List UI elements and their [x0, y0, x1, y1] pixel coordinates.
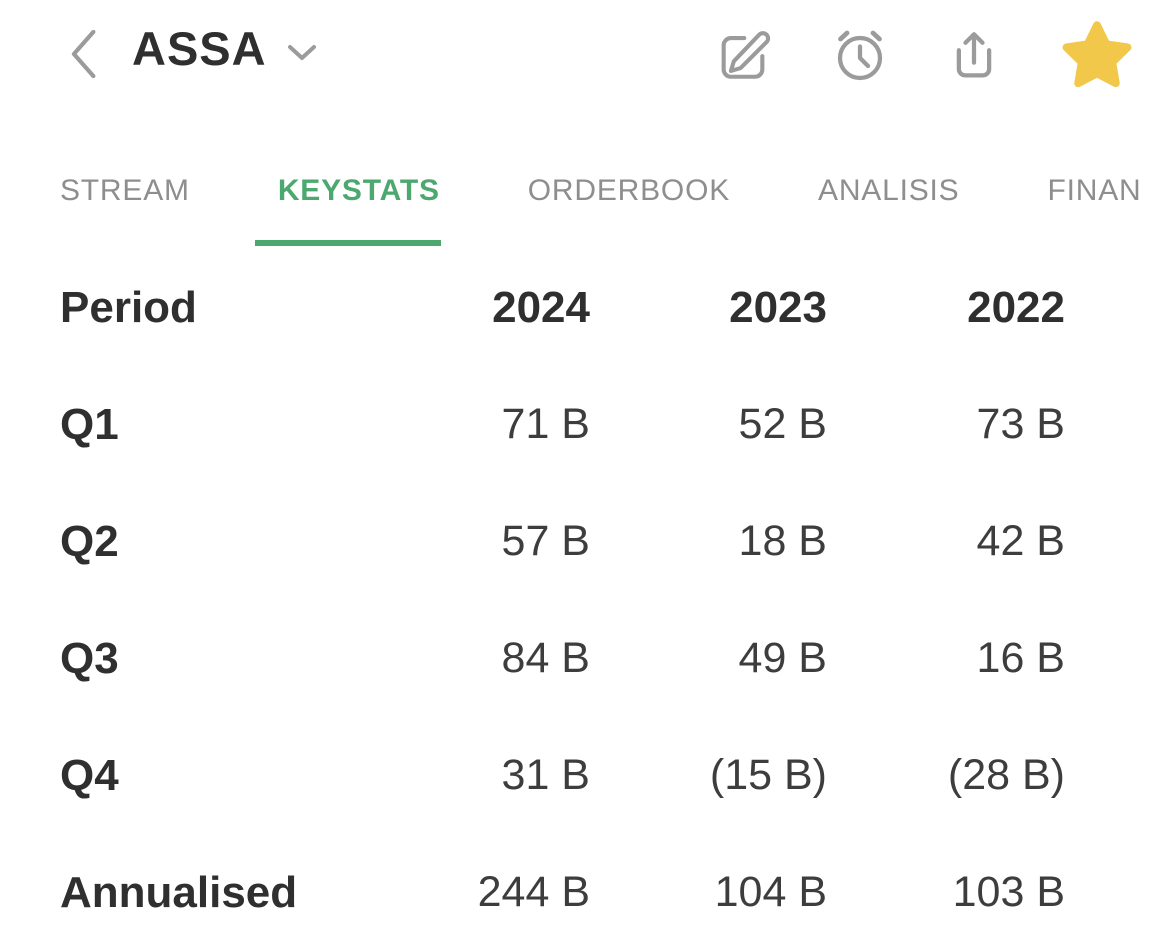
tab-orderbook[interactable]: ORDERBOOK	[528, 173, 730, 246]
cell-value: 73 B	[976, 400, 1065, 448]
row-label: Annualised	[60, 867, 298, 917]
column-header-2024: 2024	[492, 282, 590, 332]
tab-analisis[interactable]: ANALISIS	[818, 173, 959, 246]
cell-value: 18 B	[738, 517, 827, 565]
cell-value: 71 B	[501, 400, 590, 448]
tab-bar: STREAM KEYSTATS ORDERBOOK ANALISIS FINAN	[60, 173, 1170, 246]
header: ASSA	[0, 0, 1170, 120]
cell-value: 103 B	[952, 868, 1065, 916]
cell-value: 244 B	[477, 868, 590, 916]
cell-value: 16 B	[976, 634, 1065, 682]
share-button[interactable]	[948, 26, 1000, 84]
share-icon	[956, 32, 992, 78]
ticker-selector[interactable]: ASSA	[132, 16, 317, 82]
favorite-button[interactable]	[1058, 16, 1136, 94]
table-row: Q2 57 B 18 B 42 B	[60, 483, 1065, 600]
edit-compose-icon	[721, 31, 771, 79]
table-header-row: Period 2024 2023 2022	[60, 249, 1065, 366]
tab-keystats[interactable]: KEYSTATS	[254, 173, 441, 246]
keystats-table: Period 2024 2023 2022 Q1 71 B 52 B 73 B …	[60, 249, 1065, 951]
page-title: ASSA	[132, 22, 267, 75]
tab-stream[interactable]: STREAM	[60, 173, 190, 246]
tab-financial[interactable]: FINAN	[1047, 173, 1141, 246]
column-header-2023: 2023	[729, 282, 827, 332]
edit-button[interactable]	[714, 26, 772, 84]
table-row: Q4 31 B (15 B) (28 B)	[60, 717, 1065, 834]
row-label: Q3	[60, 633, 119, 683]
back-button[interactable]	[60, 24, 106, 84]
header-actions	[714, 18, 1136, 92]
cell-value: (28 B)	[947, 751, 1065, 799]
table-row: Q3 84 B 49 B 16 B	[60, 600, 1065, 717]
alarm-button[interactable]	[830, 25, 890, 85]
cell-value: 52 B	[738, 400, 827, 448]
cell-value: 104 B	[714, 868, 827, 916]
row-label: Q4	[60, 750, 119, 800]
row-label: Q2	[60, 516, 119, 566]
cell-value: 42 B	[976, 517, 1065, 565]
cell-value: 84 B	[501, 634, 590, 682]
table-row: Annualised 244 B 104 B 103 B	[60, 834, 1065, 951]
cell-value: 31 B	[501, 751, 590, 799]
alarm-clock-icon	[837, 30, 883, 81]
star-icon	[1062, 21, 1132, 88]
chevron-left-icon	[71, 29, 96, 79]
cell-value: 57 B	[501, 517, 590, 565]
column-header-period: Period	[60, 282, 197, 332]
row-label: Q1	[60, 399, 119, 449]
cell-value: (15 B)	[709, 751, 827, 799]
column-header-2022: 2022	[967, 282, 1065, 332]
cell-value: 49 B	[738, 634, 827, 682]
chevron-down-icon	[287, 45, 316, 60]
table-row: Q1 71 B 52 B 73 B	[60, 366, 1065, 483]
